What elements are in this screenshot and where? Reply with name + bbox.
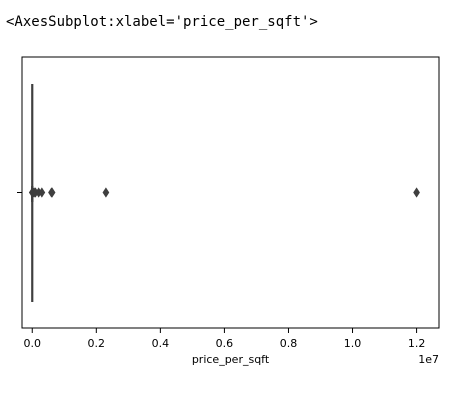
x-axis-offset-text: 1e7 [418, 353, 439, 366]
x-tick-label: 0.2 [88, 337, 106, 350]
x-tick-label: 1.0 [344, 337, 362, 350]
outlier-point [38, 187, 46, 198]
plot-frame [21, 56, 440, 329]
outlier-point [413, 187, 420, 198]
x-tick-label: 0.4 [152, 337, 170, 350]
x-tick-label: 0.6 [216, 337, 234, 350]
x-tick-label: 1.2 [408, 337, 426, 350]
outlier-point [102, 187, 110, 198]
x-axis-label: price_per_sqft [192, 353, 270, 366]
axes: 0.0 0.2 0.4 0.6 0.8 1.0 1.2 [17, 56, 440, 350]
x-tick-label: 0.0 [23, 337, 41, 350]
outlier-point [48, 187, 56, 198]
x-tick-label: 0.8 [280, 337, 298, 350]
plot-area [28, 84, 420, 302]
output-repr: <AxesSubplot:xlabel='price_per_sqft'> [6, 14, 318, 30]
